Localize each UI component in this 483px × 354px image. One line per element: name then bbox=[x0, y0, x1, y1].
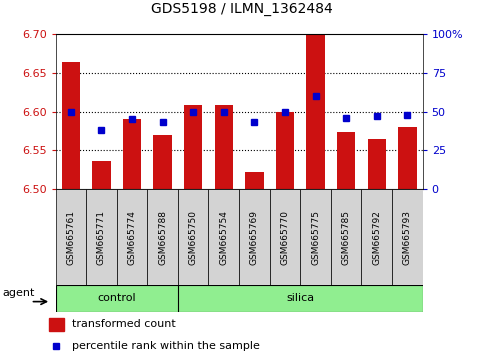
Bar bbox=[331, 189, 361, 285]
Bar bbox=[270, 189, 300, 285]
Bar bbox=[368, 139, 386, 189]
Bar bbox=[209, 189, 239, 285]
Text: GSM665793: GSM665793 bbox=[403, 210, 412, 265]
Bar bbox=[178, 285, 423, 312]
Bar bbox=[300, 189, 331, 285]
Bar bbox=[398, 127, 416, 189]
Bar bbox=[154, 135, 172, 189]
Text: silica: silica bbox=[286, 293, 314, 303]
Bar bbox=[56, 285, 178, 312]
Text: percentile rank within the sample: percentile rank within the sample bbox=[71, 341, 259, 350]
Bar bbox=[276, 112, 294, 189]
Text: GSM665750: GSM665750 bbox=[189, 210, 198, 265]
Bar bbox=[62, 62, 80, 189]
Text: GSM665761: GSM665761 bbox=[66, 210, 75, 265]
Bar bbox=[184, 105, 202, 189]
Bar bbox=[361, 189, 392, 285]
Bar bbox=[147, 189, 178, 285]
Bar bbox=[123, 119, 141, 189]
Bar bbox=[245, 172, 264, 189]
Bar bbox=[306, 34, 325, 189]
Bar bbox=[392, 189, 423, 285]
Text: GSM665792: GSM665792 bbox=[372, 210, 381, 265]
Text: GDS5198 / ILMN_1362484: GDS5198 / ILMN_1362484 bbox=[151, 2, 332, 16]
Text: GSM665775: GSM665775 bbox=[311, 210, 320, 265]
Bar bbox=[117, 189, 147, 285]
Text: GSM665771: GSM665771 bbox=[97, 210, 106, 265]
Bar bbox=[49, 318, 64, 331]
Text: GSM665769: GSM665769 bbox=[250, 210, 259, 265]
Bar bbox=[92, 161, 111, 189]
Text: GSM665770: GSM665770 bbox=[281, 210, 289, 265]
Text: agent: agent bbox=[3, 288, 35, 298]
Bar bbox=[86, 189, 117, 285]
Text: GSM665788: GSM665788 bbox=[158, 210, 167, 265]
Bar bbox=[214, 105, 233, 189]
Text: GSM665774: GSM665774 bbox=[128, 210, 137, 265]
Text: GSM665785: GSM665785 bbox=[341, 210, 351, 265]
Text: control: control bbox=[98, 293, 136, 303]
Bar bbox=[178, 189, 209, 285]
Bar bbox=[239, 189, 270, 285]
Bar bbox=[337, 132, 355, 189]
Text: transformed count: transformed count bbox=[71, 319, 175, 329]
Bar bbox=[56, 189, 86, 285]
Text: GSM665754: GSM665754 bbox=[219, 210, 228, 265]
